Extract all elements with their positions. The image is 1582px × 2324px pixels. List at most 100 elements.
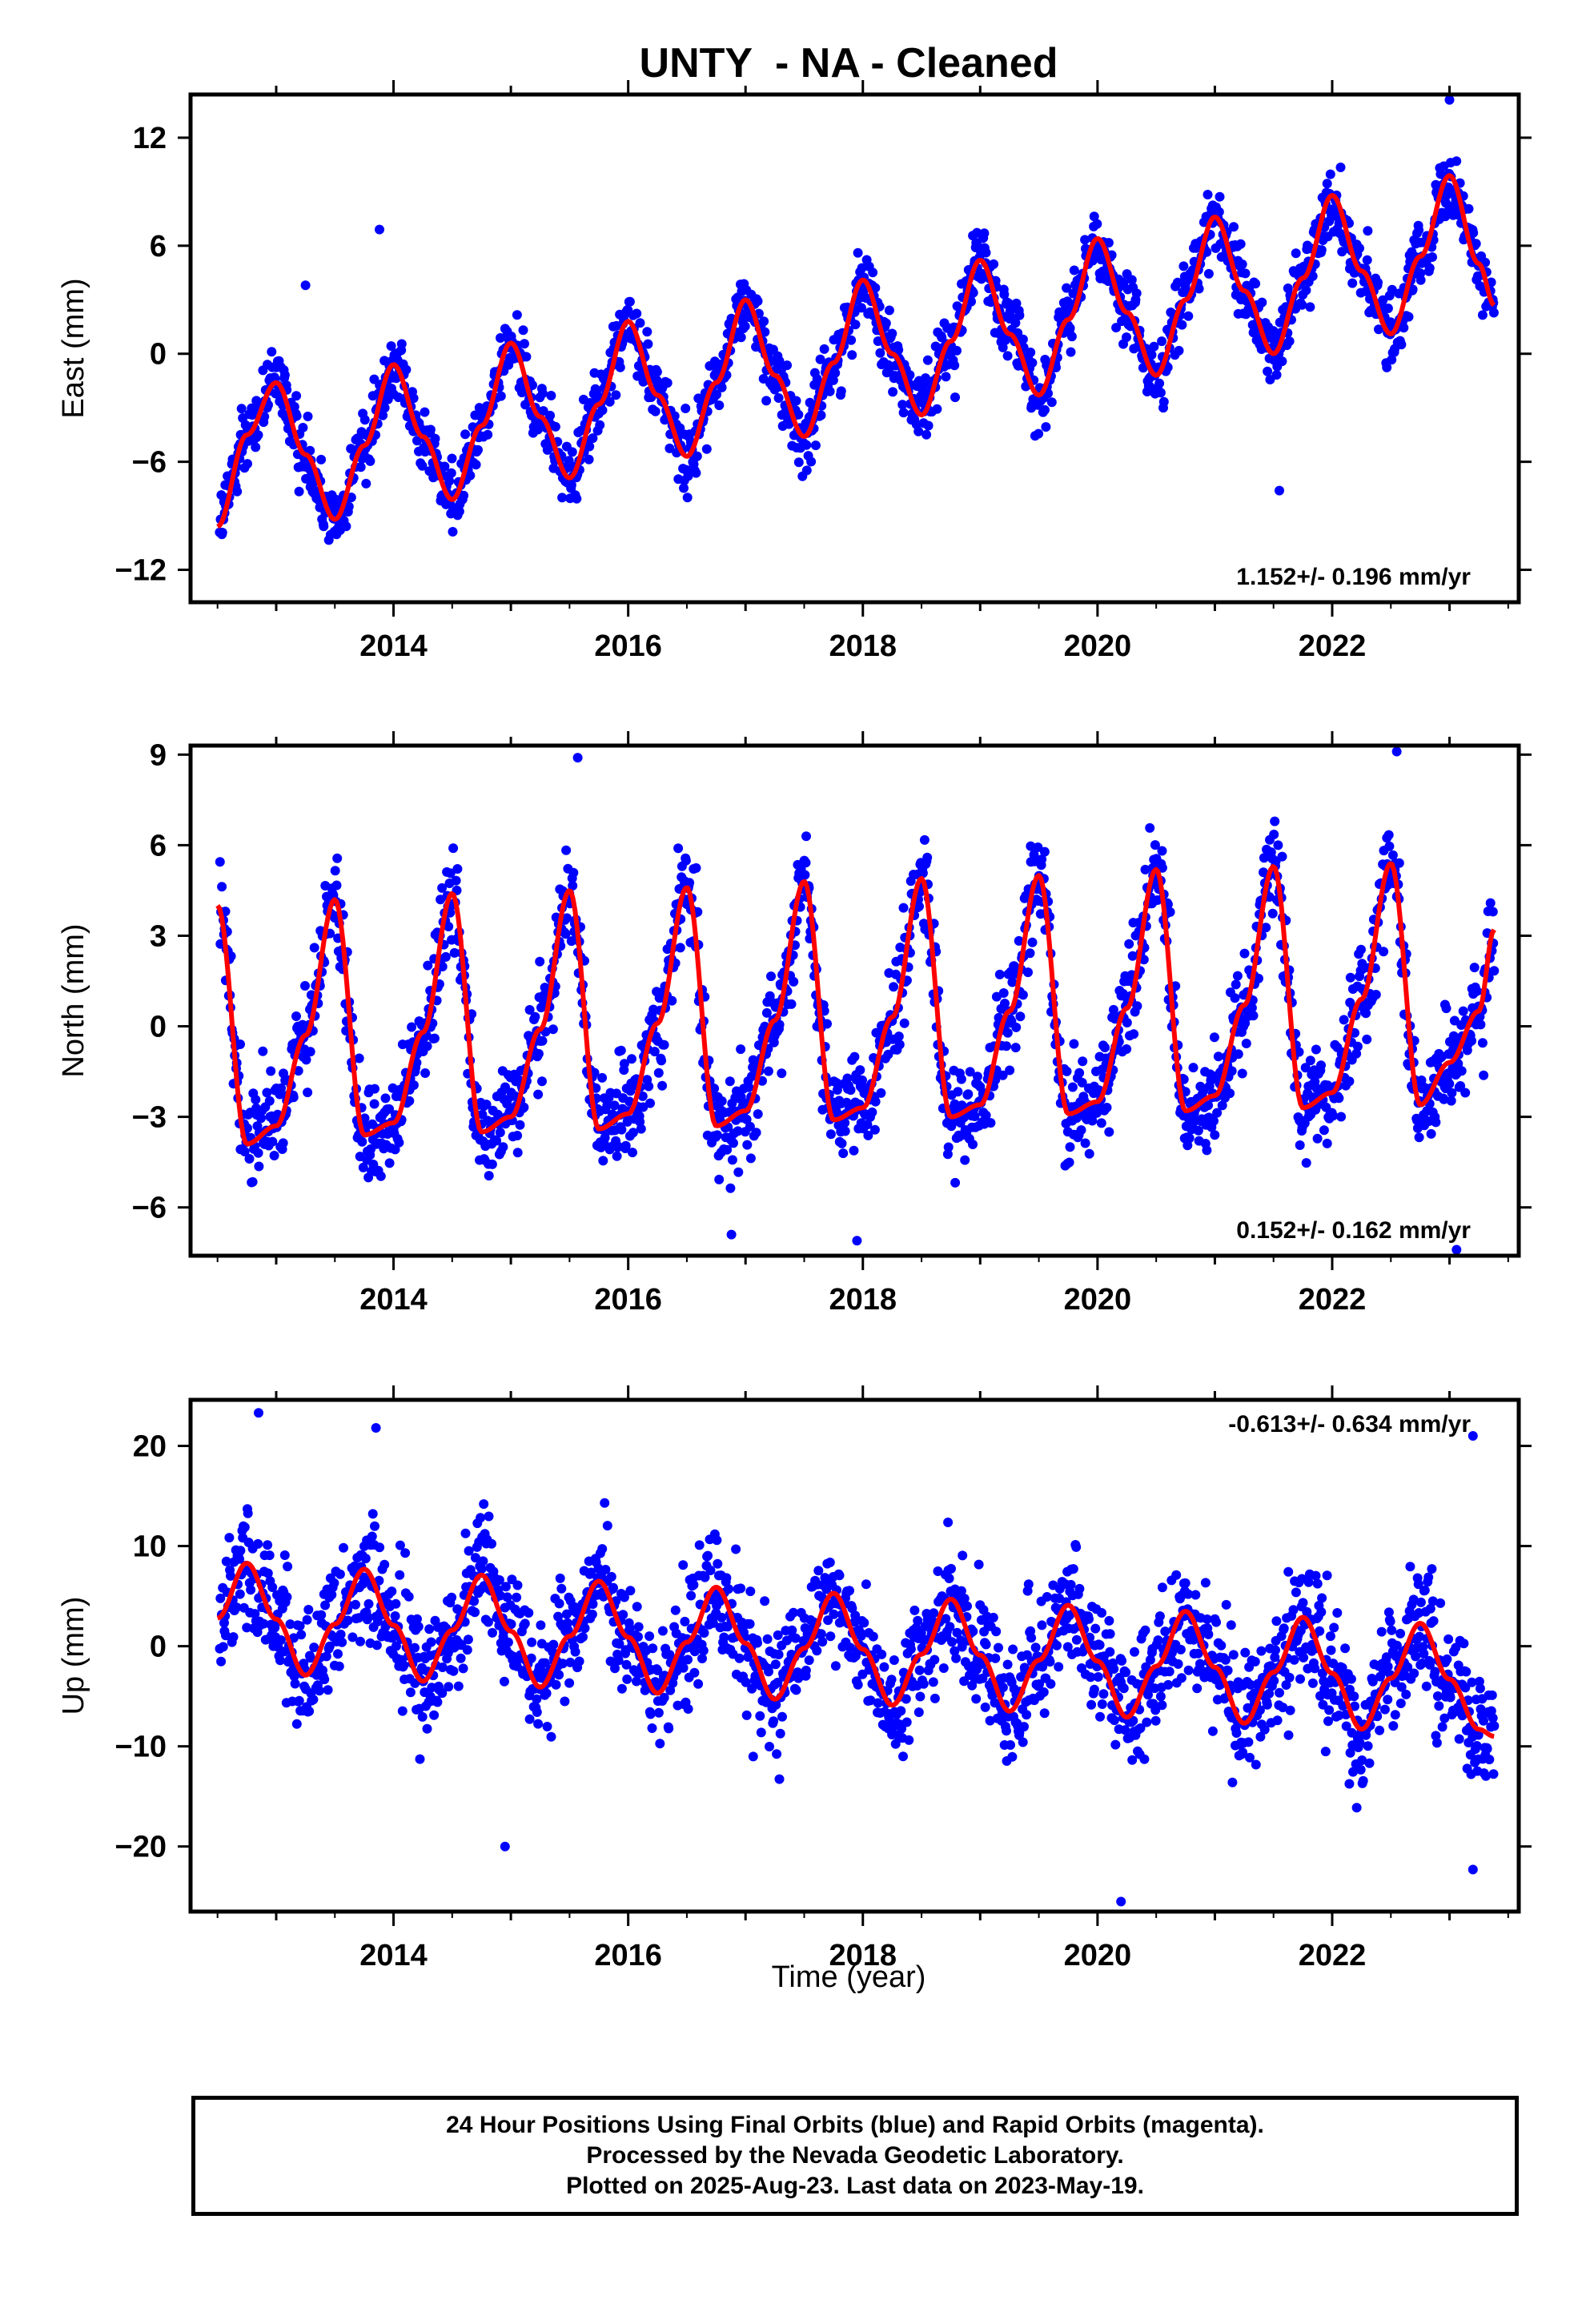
up-data-point bbox=[734, 1653, 745, 1663]
up-data-point bbox=[453, 1681, 464, 1691]
north-data-point bbox=[1351, 1048, 1362, 1059]
east-data-point bbox=[1155, 388, 1166, 398]
east-data-point bbox=[881, 318, 891, 328]
north-data-point bbox=[1316, 1060, 1326, 1071]
north-data-point bbox=[612, 1151, 622, 1161]
up-data-point bbox=[503, 1637, 513, 1647]
up-data-point bbox=[476, 1564, 487, 1574]
north-data-point bbox=[729, 1138, 738, 1148]
up-data-point bbox=[600, 1498, 610, 1508]
north-data-point bbox=[369, 1099, 379, 1109]
north-data-point bbox=[1460, 1088, 1471, 1098]
up-data-point bbox=[712, 1535, 722, 1546]
east-data-point bbox=[538, 406, 548, 416]
north-data-point bbox=[437, 883, 448, 893]
east-data-point bbox=[251, 442, 261, 452]
north-x-tick-label: 2020 bbox=[1064, 1283, 1132, 1317]
north-data-point bbox=[649, 1047, 660, 1057]
east-scatter-points bbox=[215, 94, 1499, 545]
east-data-point bbox=[546, 391, 556, 400]
north-data-point bbox=[1217, 1100, 1227, 1111]
up-data-point bbox=[928, 1677, 938, 1687]
east-data-point bbox=[1477, 310, 1488, 320]
up-data-point bbox=[773, 1630, 783, 1640]
north-data-point bbox=[384, 1158, 395, 1168]
up-data-point bbox=[395, 1570, 405, 1580]
east-data-point bbox=[386, 341, 396, 352]
north-data-point bbox=[1209, 1032, 1219, 1043]
east-data-point bbox=[1414, 225, 1424, 235]
north-data-point bbox=[423, 960, 433, 971]
up-data-point bbox=[713, 1558, 723, 1569]
up-data-point bbox=[295, 1621, 305, 1631]
north-data-point bbox=[1426, 1128, 1436, 1139]
north-data-point bbox=[1383, 830, 1394, 840]
east-data-point bbox=[868, 267, 878, 278]
north-data-point bbox=[429, 1033, 440, 1043]
up-data-point bbox=[600, 1565, 611, 1574]
north-data-point bbox=[838, 1148, 849, 1159]
east-data-point bbox=[440, 461, 450, 472]
north-y-tick-label: 0 bbox=[150, 1011, 167, 1044]
up-data-point bbox=[655, 1739, 665, 1749]
north-data-point bbox=[953, 1087, 963, 1097]
east-data-point bbox=[923, 420, 934, 431]
north-data-point bbox=[1096, 1118, 1106, 1128]
north-data-point bbox=[1267, 908, 1278, 919]
east-data-point bbox=[408, 393, 419, 404]
up-data-point bbox=[834, 1570, 845, 1581]
east-data-point bbox=[595, 420, 605, 430]
north-data-point bbox=[535, 956, 545, 967]
north-data-point bbox=[1007, 977, 1018, 987]
up-data-point bbox=[756, 1727, 766, 1738]
east-data-point bbox=[267, 347, 277, 357]
up-data-point bbox=[536, 1620, 546, 1630]
up-data-point bbox=[282, 1592, 292, 1602]
up-data-point bbox=[588, 1599, 598, 1609]
north-data-point bbox=[331, 880, 342, 891]
north-data-point bbox=[736, 1044, 746, 1055]
north-data-point bbox=[942, 1149, 953, 1160]
east-data-point bbox=[624, 296, 635, 307]
east-data-point bbox=[1131, 288, 1142, 299]
north-data-point bbox=[1384, 841, 1395, 851]
up-data-point bbox=[689, 1580, 699, 1590]
north-data-point bbox=[1178, 1074, 1189, 1084]
east-data-point bbox=[512, 310, 522, 320]
east-data-point bbox=[597, 405, 608, 416]
east-data-point bbox=[1065, 323, 1075, 333]
up-data-point bbox=[570, 1647, 580, 1657]
east-data-point bbox=[759, 316, 769, 327]
north-data-point bbox=[251, 1095, 261, 1105]
north-data-point bbox=[1039, 846, 1050, 857]
north-fit-line bbox=[215, 861, 1496, 1147]
up-data-point bbox=[339, 1542, 348, 1553]
up-data-point bbox=[476, 1513, 486, 1523]
east-data-point bbox=[999, 289, 1010, 300]
up-data-point bbox=[640, 1685, 650, 1695]
east-data-point bbox=[1046, 397, 1057, 408]
up-data-point bbox=[263, 1540, 273, 1550]
north-data-point bbox=[1239, 948, 1250, 959]
north-outlier-point bbox=[572, 753, 583, 763]
north-data-point bbox=[1188, 1063, 1199, 1073]
north-data-point bbox=[766, 971, 776, 982]
up-data-point bbox=[913, 1615, 923, 1626]
north-data-point bbox=[1336, 1112, 1347, 1122]
up-data-point bbox=[327, 1590, 337, 1600]
north-x-tick-label: 2018 bbox=[829, 1283, 897, 1317]
east-data-point bbox=[1464, 203, 1474, 214]
up-data-point bbox=[633, 1622, 644, 1632]
east-data-point bbox=[966, 296, 976, 307]
north-data-point bbox=[714, 1174, 725, 1184]
east-data-point bbox=[801, 440, 812, 450]
up-data-point bbox=[478, 1556, 488, 1566]
up-data-point bbox=[296, 1630, 307, 1640]
east-data-point bbox=[761, 396, 772, 406]
up-data-point bbox=[218, 1642, 228, 1652]
up-data-point bbox=[399, 1660, 409, 1671]
up-data-point bbox=[302, 1614, 312, 1625]
up-data-point bbox=[664, 1723, 674, 1734]
north-data-point bbox=[330, 866, 340, 876]
north-data-point bbox=[1447, 1088, 1457, 1098]
